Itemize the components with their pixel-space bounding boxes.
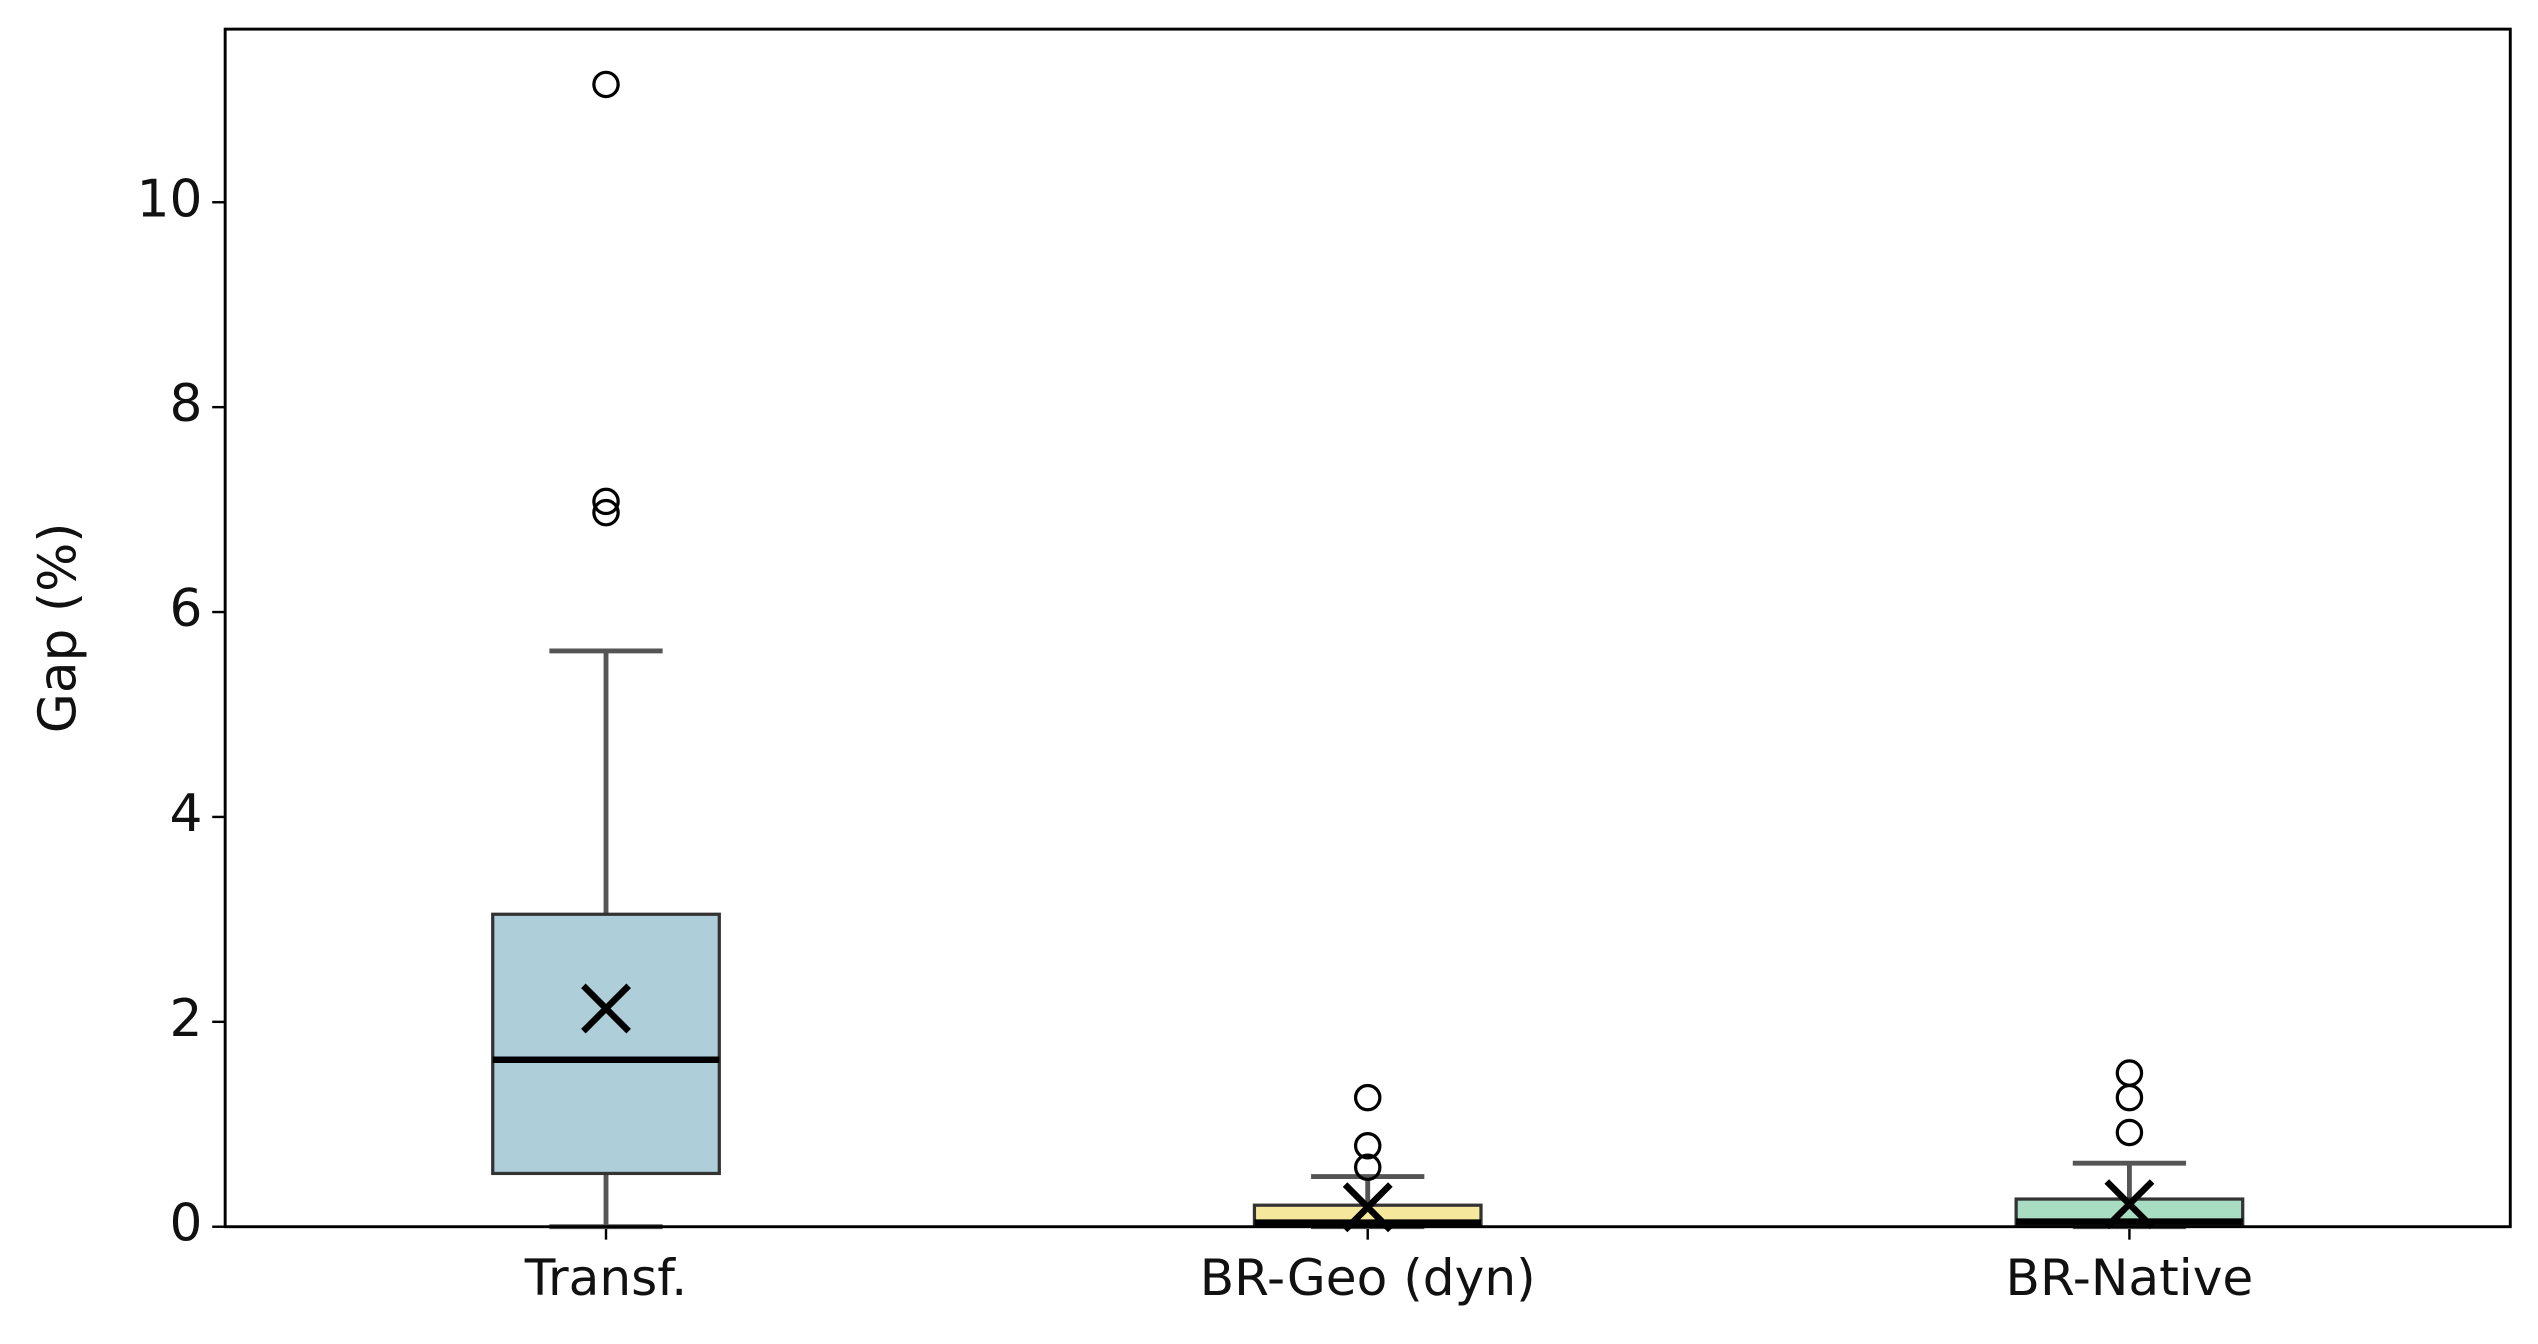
x-tick-label: Transf. bbox=[524, 1248, 688, 1307]
outlier bbox=[2115, 1118, 2144, 1147]
y-tick-label: 0 bbox=[170, 1194, 203, 1254]
x-tick-label: BR-Native bbox=[2006, 1248, 2254, 1307]
outlier bbox=[592, 70, 620, 99]
mean-marker bbox=[581, 983, 631, 1034]
mean-marker bbox=[1342, 1182, 1393, 1233]
mean-marker bbox=[2104, 1179, 2155, 1230]
y-tick-label: 8 bbox=[170, 374, 203, 434]
outlier bbox=[1353, 1153, 1382, 1182]
outlier bbox=[1353, 1083, 1382, 1112]
plot-frame bbox=[223, 27, 2512, 1229]
outlier bbox=[592, 498, 620, 527]
y-tick-label: 4 bbox=[170, 784, 203, 844]
y-tick-label: 2 bbox=[170, 989, 203, 1049]
y-tick-label: 10 bbox=[137, 169, 203, 229]
y-axis-label: Gap (%) bbox=[29, 523, 89, 734]
y-tick-label: 6 bbox=[170, 579, 203, 639]
x-tick-label: BR-Geo (dyn) bbox=[1200, 1248, 1536, 1307]
box bbox=[491, 912, 721, 1176]
outlier bbox=[1353, 1132, 1382, 1160]
outlier bbox=[2115, 1083, 2144, 1112]
outlier bbox=[592, 487, 620, 516]
